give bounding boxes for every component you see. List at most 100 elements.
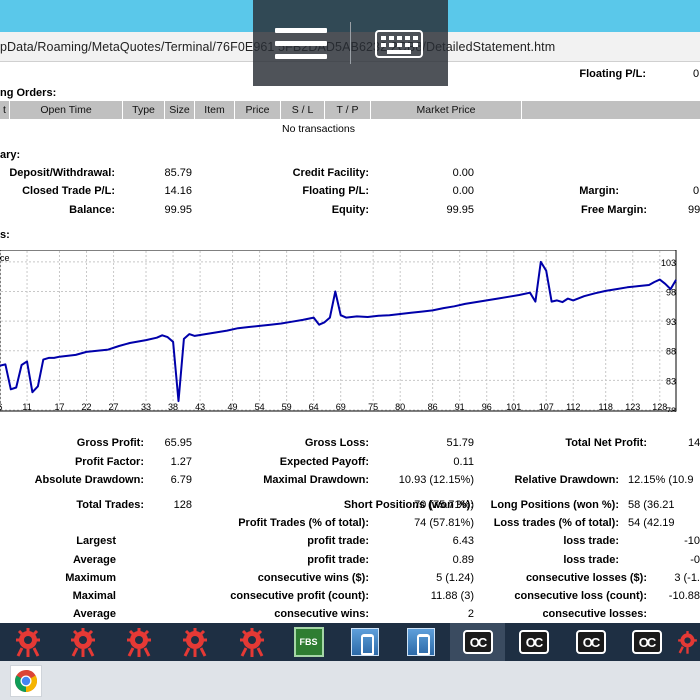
keyboard-icon[interactable] [375, 30, 423, 58]
average-consecutive-losses-label: consecutive losses: [542, 608, 647, 620]
taskbar-oc-app-3[interactable]: OC [563, 623, 618, 661]
chart-x-tick-label: 33 [141, 402, 151, 412]
relative-drawdown-value: 12.15% (10.9 [628, 474, 694, 486]
chart-x-tick-label: 6 [0, 402, 3, 412]
chrome-logo [15, 670, 37, 692]
taskbar-metatrader-5[interactable] [224, 623, 279, 661]
total-trades-label: Total Trades: [76, 499, 144, 511]
chart-y-tick-label: 78 [666, 406, 676, 412]
taskbar-oc-app-1[interactable]: OC [450, 623, 505, 661]
largest-label: Largest [76, 535, 116, 547]
maximal-drawdown-value: 10.93 (12.15%) [398, 474, 474, 486]
taskbar: FBS OC OC OC OC [0, 623, 700, 661]
taskbar-hand-app-2[interactable] [393, 623, 448, 661]
margin-label: Margin: [579, 185, 619, 197]
hand-app-icon [350, 628, 379, 656]
taskbar-metatrader-3[interactable] [111, 623, 166, 661]
total-trades-value: 128 [173, 499, 192, 511]
free-margin-label: Free Margin: [580, 204, 647, 216]
chart-x-tick-label: 22 [82, 402, 92, 412]
orders-table-header: t Open Time Type Size Item Price S / L T… [0, 101, 700, 119]
deposit-value: 85.79 [164, 167, 192, 179]
chart-x-tick-label: 59 [282, 402, 292, 412]
metatrader-icon [678, 631, 697, 654]
largest-profit-value: 6.43 [452, 535, 474, 547]
taskbar-oc-app-4[interactable]: OC [619, 623, 674, 661]
expected-payoff-value: 0.11 [453, 456, 474, 468]
max-consecutive-losses-value: 3 (-1. [674, 572, 700, 584]
maximal-drawdown-label: Maximal Drawdown: [263, 474, 369, 486]
chart-x-tick-label: 54 [255, 402, 265, 412]
chart-series-line [0, 260, 677, 403]
short-positions-label: Short Positions (won %): [343, 499, 474, 511]
chart-legend-label: ce [0, 253, 10, 263]
chart-x-tick-label: 86 [428, 402, 438, 412]
chart-x-tick-label: 75 [368, 402, 378, 412]
chart-y-tick-label: 103 [661, 258, 676, 268]
taskbar-metatrader-2[interactable] [55, 623, 110, 661]
balance-value: 99.95 [164, 204, 192, 216]
average-consecutive-wins-value: 2 [467, 608, 474, 620]
gross-profit-label: Gross Profit: [76, 437, 144, 449]
col-ticket: t [0, 101, 10, 119]
max-consecutive-wins-value: 5 (1.24) [436, 572, 474, 584]
gross-loss-value: 51.79 [446, 437, 474, 449]
taskbar-hand-app-1[interactable] [337, 623, 392, 661]
col-price: Price [235, 101, 281, 119]
floating-pl-top-value: 0 [693, 68, 700, 80]
average-loss-value: -0 [690, 554, 700, 566]
profit-trades-value: 74 (57.81%) [414, 517, 474, 529]
balance-chart: 103 98 93 88 83 78 6 11 17 22 27 33 38 43 49 54 59 64 69 75… [0, 250, 677, 412]
floating-pl-label: Floating P/L: [302, 185, 369, 197]
short-positions-value: 70 (75.71%) [414, 499, 474, 511]
taskbar-metatrader-4[interactable] [167, 623, 222, 661]
largest-loss-value: -10 [684, 535, 700, 547]
total-net-profit-value: 14 [688, 437, 700, 449]
average-profit-label: profit trade: [307, 554, 369, 566]
largest-profit-label: profit trade: [307, 535, 369, 547]
no-transactions-text: No transactions [282, 123, 355, 135]
floating-pl-value: 0.00 [452, 185, 474, 197]
metatrader-icon [182, 628, 207, 657]
metatrader-icon [15, 628, 40, 657]
max-consecutive-losses-label: consecutive losses ($): [525, 572, 647, 584]
maximum-label: Maximum [65, 572, 116, 584]
chart-frame [0, 250, 677, 412]
chart-y-tick-label: 88 [666, 347, 676, 357]
oc-app-icon: OC [462, 630, 493, 654]
chart-x-tick-label: 27 [109, 402, 119, 412]
chart-x-tick-label: 80 [395, 402, 405, 412]
col-item: Item [195, 101, 235, 119]
chart-x-tick-label: 11 [22, 402, 31, 412]
closed-pl-value: 14.16 [164, 185, 192, 197]
equity-label: Equity: [331, 204, 369, 216]
relative-drawdown-label: Relative Drawdown: [514, 474, 619, 486]
taskbar-fbs[interactable]: FBS [281, 623, 336, 661]
taskbar-metatrader-1[interactable] [0, 623, 55, 661]
average-loss-label: loss trade: [563, 554, 619, 566]
long-positions-label: Long Positions (won %): [490, 499, 619, 511]
profit-factor-value: 1.27 [170, 456, 192, 468]
chart-x-tick-label: 38 [168, 402, 178, 412]
loss-trades-label: Loss trades (% of total): [493, 517, 619, 529]
average-label: Average [72, 554, 116, 566]
maximal-consecutive-loss-label: consecutive loss (count): [514, 590, 647, 602]
total-net-profit-label: Total Net Profit: [565, 437, 647, 449]
maximal-consecutive-profit-label: consecutive profit (count): [230, 590, 369, 602]
metatrader-icon [70, 628, 95, 657]
chrome-icon[interactable] [10, 665, 42, 697]
taskbar-oc-app-2[interactable]: OC [506, 623, 561, 661]
chart-x-tick-label: 17 [54, 402, 64, 412]
col-tp: T / P [325, 101, 371, 119]
col-type: Type [123, 101, 165, 119]
largest-loss-label: loss trade: [563, 535, 619, 547]
working-orders-title: ng Orders: [0, 87, 57, 99]
hamburger-menu-icon[interactable] [275, 28, 327, 62]
margin-value: 0 [693, 185, 700, 197]
average-consecutive-wins-label: consecutive wins: [274, 608, 369, 620]
maximal-consecutive-loss-value: -10.88 [668, 590, 700, 602]
taskbar-metatrader-6[interactable] [675, 623, 700, 661]
summary-title: ary: [0, 149, 21, 161]
oc-app-icon: OC [518, 630, 549, 654]
gross-loss-label: Gross Loss: [304, 437, 369, 449]
